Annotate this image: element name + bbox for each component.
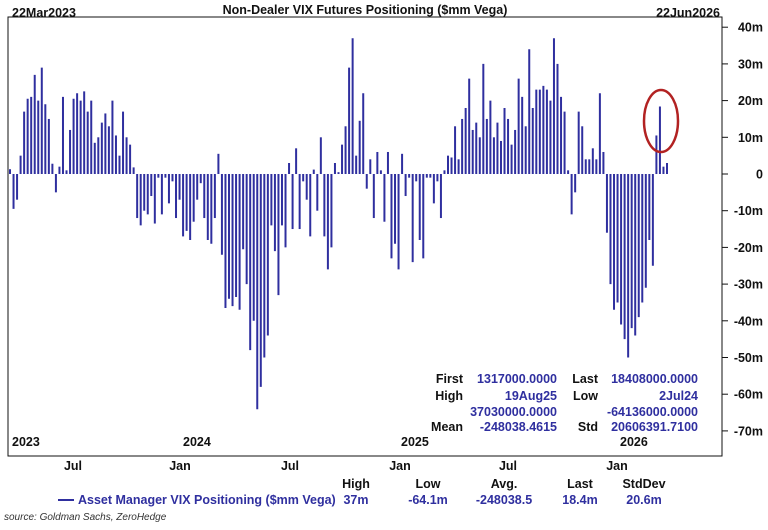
year-label-2023: 2023 [12, 435, 40, 449]
stats-box: First 1317000.0000 Last 18408000.0000 Hi… [431, 372, 698, 434]
legend-value-high: 37m [343, 493, 368, 507]
stat-std-value: 20606391.7100 [611, 420, 698, 434]
y-tick-label: -70m [734, 424, 763, 438]
legend-value-stddev: 20.6m [626, 493, 661, 507]
y-tick-label: -20m [734, 241, 763, 255]
month-label: Jul [499, 459, 517, 473]
month-label: Jan [389, 459, 411, 473]
stat-high-key: High [435, 389, 463, 403]
stat-last-value: 18408000.0000 [611, 372, 698, 386]
legend-header-last: Last [567, 477, 594, 491]
y-tick-label: -50m [734, 351, 763, 365]
y-tick-label: 0 [756, 168, 763, 182]
y-tick-label: 20m [738, 94, 763, 108]
chart-title: Non-Dealer VIX Futures Positioning ($mm … [223, 3, 508, 17]
stat-low-key: Low [573, 389, 598, 403]
stat-high-value: 37030000.0000 [470, 405, 557, 419]
y-tick-label: -60m [734, 388, 763, 402]
month-label: Jan [606, 459, 628, 473]
y-tick-label: -10m [734, 204, 763, 218]
y-axis: 40m 30m 20m 10m 0 -10m -20m -30m -40m -50m -60m -70… [722, 21, 763, 438]
stat-std-key: Std [578, 420, 598, 434]
month-label: Jan [169, 459, 191, 473]
y-tick-label: -40m [734, 314, 763, 328]
legend: High Low Avg. Last StdDev Asset Manager … [58, 477, 666, 507]
bar-series [9, 38, 668, 410]
stat-mean-value: -248038.4615 [480, 420, 557, 434]
month-label: Jul [281, 459, 299, 473]
legend-value-low: -64.1m [408, 493, 448, 507]
month-label: Jul [64, 459, 82, 473]
year-label-2024: 2024 [183, 435, 211, 449]
legend-value-last: 18.4m [562, 493, 597, 507]
end-date-label: 22Jun2026 [656, 6, 720, 20]
legend-header-high: High [342, 477, 370, 491]
highlight-circle [642, 88, 680, 154]
stat-last-key: Last [572, 372, 599, 386]
y-tick-label: 30m [738, 57, 763, 71]
legend-header-avg: Avg. [491, 477, 518, 491]
legend-series-label: Asset Manager VIX Positioning ($mm Vega) [78, 493, 336, 507]
y-tick-label: 10m [738, 131, 763, 145]
y-tick-label: -30m [734, 278, 763, 292]
source-note: source: Goldman Sachs, ZeroHedge [4, 512, 167, 523]
year-label-2026: 2026 [620, 435, 648, 449]
year-label-2025: 2025 [401, 435, 429, 449]
legend-value-avg: -248038.5 [476, 493, 532, 507]
stat-first-key: First [436, 372, 464, 386]
y-tick-label: 40m [738, 21, 763, 35]
stat-high-date: 19Aug25 [505, 389, 557, 403]
stat-first-value: 1317000.0000 [477, 372, 557, 386]
stat-low-value: -64136000.0000 [607, 405, 698, 419]
legend-header-low: Low [416, 477, 441, 491]
stat-mean-key: Mean [431, 420, 463, 434]
legend-header-stddev: StdDev [622, 477, 665, 491]
stat-low-date: 2Jul24 [659, 389, 698, 403]
start-date-label: 22Mar2023 [12, 6, 76, 20]
